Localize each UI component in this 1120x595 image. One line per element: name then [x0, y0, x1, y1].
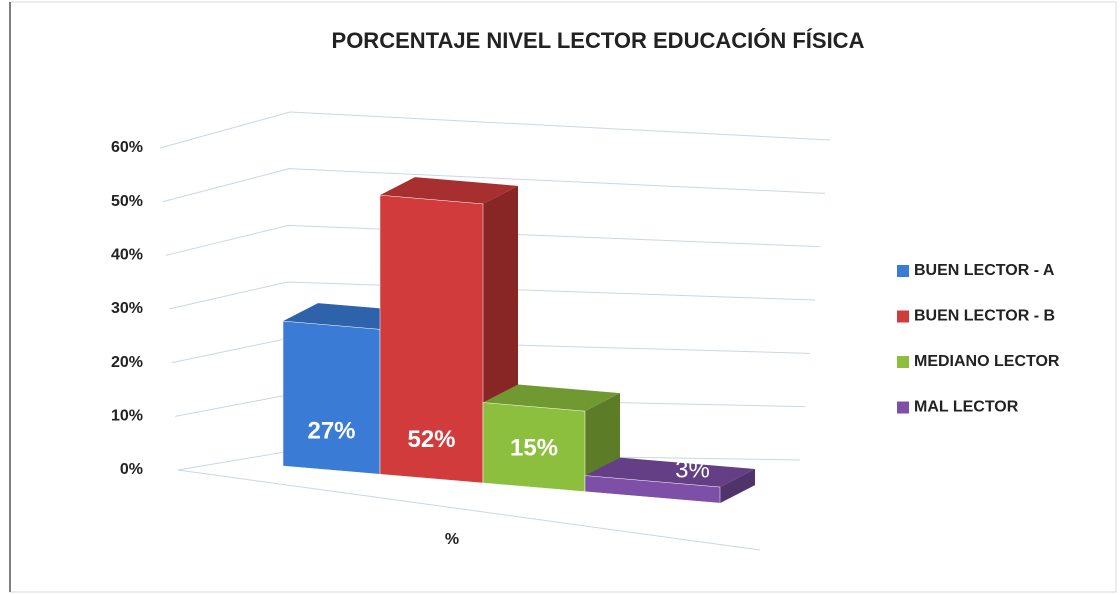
- legend-swatch: [897, 401, 909, 414]
- bar: [282, 320, 381, 475]
- chart-frame: [9, 1, 1117, 593]
- y-tick-label: 50%: [111, 193, 143, 210]
- floor-edge: [177, 469, 761, 551]
- data-label: 27%: [307, 417, 355, 444]
- chart-title: PORCENTAJE NIVEL LECTOR EDUCACIÓN FÍSICA: [332, 28, 865, 53]
- grid-line: [165, 224, 821, 256]
- bar: [379, 194, 484, 484]
- bar-top: [380, 177, 518, 204]
- legend-label: MEDIANO LECTOR: [914, 353, 1060, 370]
- y-tick-label: 0%: [120, 461, 143, 478]
- legend-label: BUEN LECTOR - B: [914, 308, 1055, 325]
- data-label: 3%: [675, 457, 710, 484]
- y-tick-label: 60%: [111, 139, 143, 156]
- bar-top: [585, 457, 755, 488]
- y-tick-label: 20%: [111, 354, 143, 371]
- data-label: 15%: [510, 435, 558, 462]
- legend-swatch: [897, 265, 909, 277]
- bar: [482, 402, 586, 492]
- grid-line: [168, 281, 816, 310]
- y-tick-label: 40%: [111, 247, 143, 264]
- legend-swatch: [897, 356, 909, 368]
- bar-side: [720, 469, 755, 504]
- legend-swatch: [897, 310, 909, 323]
- data-label: 52%: [407, 426, 455, 453]
- bar: [584, 475, 721, 504]
- bar-top: [483, 384, 620, 412]
- grid-line: [162, 168, 826, 203]
- x-tick-label: %: [445, 531, 459, 548]
- grid-line: [159, 111, 831, 149]
- y-tick-label: 30%: [111, 300, 143, 317]
- legend-label: BUEN LECTOR - A: [914, 262, 1055, 279]
- legend-label: MAL LECTOR: [914, 399, 1019, 416]
- y-tick-label: 10%: [111, 408, 143, 425]
